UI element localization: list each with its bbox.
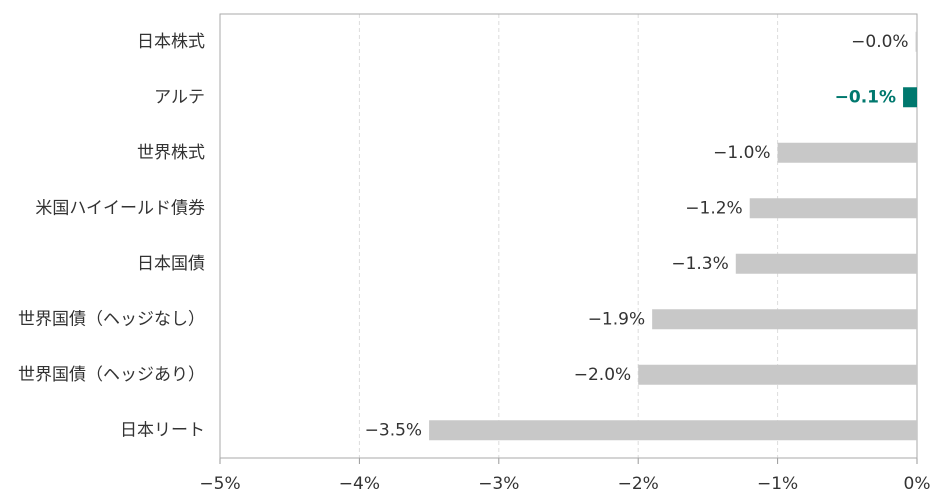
bar: [735, 253, 917, 274]
y-tick-label: 世界国債（ヘッジあり）: [18, 365, 205, 385]
y-tick-label: 日本リート: [120, 420, 205, 440]
x-tick-label: 0%: [904, 474, 931, 494]
bar: [915, 31, 917, 52]
y-tick-label: 世界株式: [137, 143, 205, 163]
bar: [777, 142, 917, 163]
value-label: −0.1%: [835, 87, 896, 107]
x-tick-label: −4%: [339, 474, 380, 494]
x-tick-label: −2%: [618, 474, 659, 494]
value-label: −1.2%: [685, 198, 742, 218]
value-label: −1.0%: [713, 143, 770, 163]
y-tick-label: 日本株式: [137, 32, 205, 52]
bar: [652, 309, 917, 330]
x-tick-label: −1%: [757, 474, 798, 494]
value-label: −0.0%: [851, 32, 908, 52]
bar: [638, 364, 917, 385]
x-tick-label: −3%: [478, 474, 519, 494]
y-tick-label: 日本国債: [137, 254, 205, 274]
plot-frame: [219, 13, 918, 459]
y-tick-label: 米国ハイイールド債券: [35, 198, 205, 218]
bar: [429, 420, 917, 441]
value-label: −2.0%: [574, 365, 631, 385]
value-label: −1.3%: [671, 254, 728, 274]
bar: [903, 87, 917, 108]
y-tick-label: アルテ: [154, 87, 205, 107]
y-tick-label: 世界国債（ヘッジなし）: [18, 309, 205, 329]
value-label: −1.9%: [588, 309, 645, 329]
bar: [749, 198, 917, 219]
x-tick-label: −5%: [199, 474, 240, 494]
value-label: −3.5%: [365, 420, 422, 440]
